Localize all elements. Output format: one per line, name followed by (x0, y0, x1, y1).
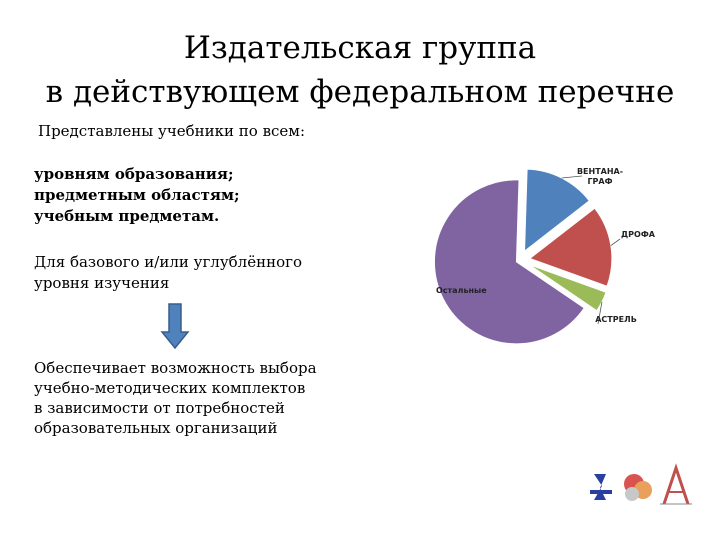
basic-line-2: уровня изучения (34, 274, 170, 292)
slice-label-4: Остальные (436, 286, 487, 295)
slice-label-3: АСТРЕЛЬ (595, 315, 637, 324)
levels-list: уровням образования; предметным областям… (34, 164, 240, 227)
result-line-3: в зависимости от потребностей (34, 399, 285, 417)
ventana-graf-logo (590, 474, 612, 500)
slide-title: Издательская группа в действующем федера… (0, 26, 720, 114)
title-line-1: Издательская группа (183, 30, 537, 66)
leader-line-3 (597, 301, 603, 325)
result-text: Обеспечивает возможность выбора учебно-м… (34, 358, 317, 438)
pie-slice-2 (528, 207, 613, 287)
leader-line-1 (561, 175, 583, 179)
result-line-1: Обеспечивает возможность выбора (34, 359, 317, 377)
pie-slice-3 (528, 264, 607, 312)
astrel-logo (660, 463, 692, 505)
slice-label-1: ВЕНТАНА-ГРАФ (577, 167, 623, 186)
down-arrow-icon (160, 303, 190, 349)
publisher-logos (590, 463, 692, 505)
leader-line-2 (610, 238, 621, 246)
pie-slice-4 (433, 179, 585, 345)
subtitle: Представлены учебники по всем: (38, 122, 306, 140)
publishers-pie-chart: ВЕНТАНА-ГРАФ ДРОФА АСТРЕЛЬ Остальные (433, 167, 656, 345)
slice-label-2: ДРОФА (621, 230, 656, 239)
basic-advanced-text: Для базового и/или углублённого уровня и… (34, 252, 302, 294)
title-line-2: в действующем федеральном перечне (45, 74, 675, 110)
level-item-subject-areas: предметным областям; (34, 186, 240, 204)
level-item-education: уровням образования; (34, 165, 234, 183)
level-item-subjects: учебным предметам. (34, 207, 220, 225)
drofa-logo (624, 474, 652, 501)
result-line-2: учебно-методических комплектов (34, 379, 306, 397)
result-line-4: образовательных организаций (34, 419, 278, 437)
basic-line-1: Для базового и/или углублённого (34, 253, 303, 271)
